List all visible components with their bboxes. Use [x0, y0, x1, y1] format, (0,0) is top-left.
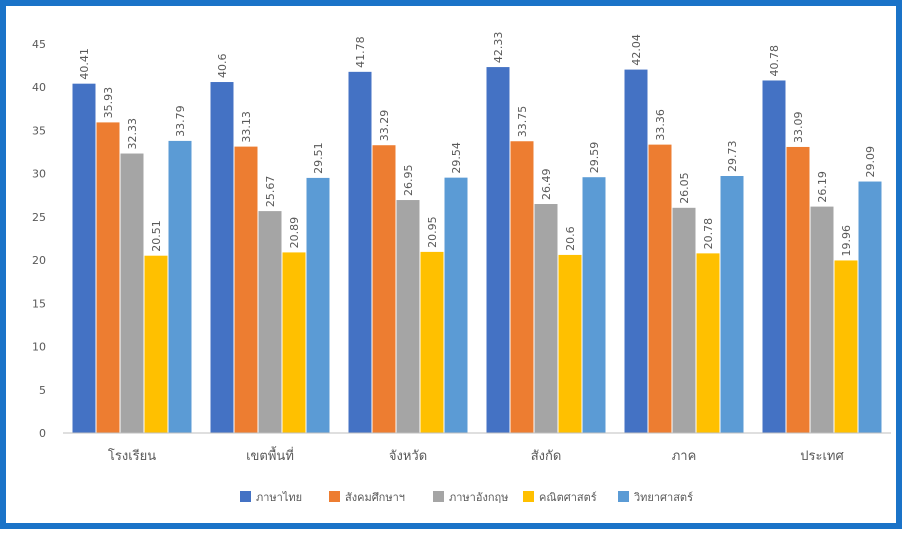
bar — [144, 255, 168, 433]
category-label: จังหวัด — [389, 449, 427, 464]
category-label: ภาค — [672, 449, 697, 464]
legend-label: วิทยาศาสตร์ — [633, 491, 693, 504]
y-tick-label: 0 — [39, 427, 46, 440]
bar — [234, 146, 258, 433]
bar — [810, 206, 834, 433]
bar — [120, 153, 144, 433]
bar — [510, 141, 534, 433]
bar — [624, 69, 648, 433]
category-label: โรงเรียน — [108, 448, 156, 464]
bar — [396, 200, 420, 433]
y-tick-label: 45 — [32, 38, 46, 51]
data-label: 20.6 — [564, 226, 577, 251]
data-label: 33.29 — [378, 110, 391, 142]
data-label: 25.67 — [264, 176, 277, 208]
category-label: ประเทศ — [800, 449, 844, 464]
category-label: สังกัด — [531, 449, 562, 464]
data-label: 29.73 — [726, 141, 739, 173]
data-label: 33.79 — [174, 105, 187, 137]
bar — [168, 140, 192, 433]
bar — [858, 181, 882, 433]
bar — [444, 177, 468, 433]
bar — [648, 144, 672, 433]
bar-chart: 0 5 10 15 20 25 30 35 40 45 40.41 35.93 32.33 20.51 3… — [32, 32, 891, 504]
data-label: 41.78 — [354, 36, 367, 68]
data-label: 40.6 — [216, 54, 229, 79]
bars — [72, 67, 882, 434]
bar — [762, 80, 786, 433]
legend-swatch — [433, 491, 444, 502]
y-tick-label: 10 — [32, 341, 46, 354]
legend-label: สังคมศึกษาฯ — [345, 491, 405, 504]
legend-swatch — [329, 491, 340, 502]
bar — [786, 146, 810, 434]
bar — [834, 260, 858, 433]
data-label: 26.05 — [678, 172, 691, 204]
bar — [282, 252, 306, 433]
bar — [72, 83, 96, 433]
bar — [372, 145, 396, 433]
y-axis: 0 5 10 15 20 25 30 35 40 45 — [32, 38, 46, 440]
data-label: 33.36 — [654, 109, 667, 141]
data-label: 33.09 — [792, 111, 805, 143]
data-label: 26.19 — [816, 171, 829, 203]
data-label: 26.95 — [402, 165, 415, 197]
category-label: เขตพื้นที่ — [246, 446, 294, 464]
bar — [696, 253, 720, 433]
data-label: 20.89 — [288, 217, 301, 249]
data-label: 29.59 — [588, 142, 601, 174]
legend-swatch — [240, 491, 251, 502]
y-tick-label: 20 — [32, 254, 46, 267]
bar — [534, 204, 558, 433]
legend-swatch — [618, 491, 629, 502]
data-label: 40.41 — [78, 48, 91, 80]
legend-label: คณิตศาสตร์ — [539, 491, 597, 504]
x-axis: โรงเรียน เขตพื้นที่ จังหวัด สังกัด ภาค ประเทศ — [63, 432, 891, 464]
data-label: 29.51 — [312, 142, 325, 174]
data-labels: 40.41 35.93 32.33 20.51 33.79 40.6 33.13 25.67 2… — [78, 32, 877, 257]
bar — [672, 207, 696, 433]
bar — [210, 82, 234, 433]
bar — [306, 177, 330, 433]
data-label: 19.96 — [840, 225, 853, 257]
data-label: 20.51 — [150, 220, 163, 252]
data-label: 20.78 — [702, 218, 715, 250]
bar — [96, 122, 120, 433]
y-tick-label: 25 — [32, 211, 46, 224]
y-tick-label: 5 — [39, 384, 46, 397]
bar — [486, 67, 510, 434]
legend-swatch — [523, 491, 534, 502]
legend: ภาษาไทย สังคมศึกษาฯ ภาษาอังกฤษ คณิตศาสตร์ วิ… — [240, 491, 693, 504]
data-label: 29.09 — [864, 146, 877, 178]
legend-label: ภาษาอังกฤษ — [449, 491, 508, 504]
data-label: 33.75 — [516, 106, 529, 138]
legend-label: ภาษาไทย — [256, 491, 302, 504]
bar — [720, 176, 744, 433]
y-tick-label: 30 — [32, 168, 46, 181]
bar — [348, 71, 372, 433]
data-label: 33.13 — [240, 111, 253, 143]
data-label: 35.93 — [102, 87, 115, 119]
data-label: 26.49 — [540, 169, 553, 201]
data-label: 32.33 — [126, 118, 139, 150]
data-label: 29.54 — [450, 142, 463, 174]
data-label: 40.78 — [768, 45, 781, 77]
bar — [258, 211, 282, 433]
data-label: 20.95 — [426, 216, 439, 248]
bar — [420, 251, 444, 433]
data-label: 42.04 — [630, 34, 643, 66]
y-tick-label: 35 — [32, 124, 46, 137]
y-tick-label: 40 — [32, 81, 46, 94]
bar — [558, 254, 582, 433]
data-label: 42.33 — [492, 32, 505, 64]
y-tick-label: 15 — [32, 297, 46, 310]
bar — [582, 177, 606, 433]
